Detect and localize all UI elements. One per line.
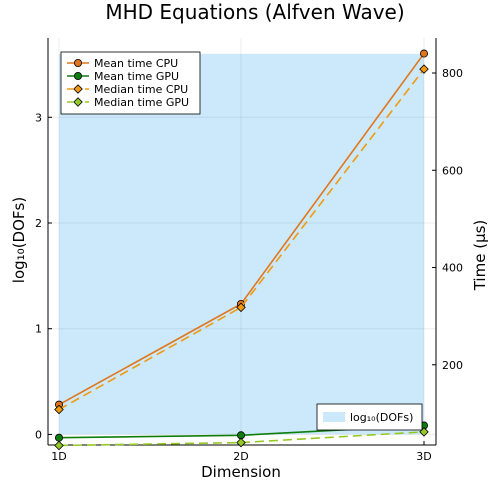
right-tick-label: 800 [442,67,463,80]
right-tick-label: 200 [442,359,463,372]
data-point [54,404,64,415]
left-tick-label: 1 [35,323,42,336]
left-tick-label: 2 [35,217,42,230]
legend-swatch-marker [74,59,83,68]
right-tick-label: 600 [442,164,463,177]
legend-swatch-marker [74,72,83,81]
data-point [236,302,246,313]
data-point [55,433,64,442]
legend-entry: Mean time GPU [94,70,179,83]
legend-entry: Median time CPU [94,83,188,96]
legend-swatch-marker [73,97,83,107]
data-point [54,440,64,451]
x-axis-label: Dimension [201,463,281,481]
left-tick-label: 3 [35,111,42,124]
chart-title: MHD Equations (Alfven Wave) [105,0,404,24]
legend-swatch-marker [73,84,83,94]
data-point [236,431,245,440]
legend-area-entry: log₁₀(DOFs) [350,411,413,424]
x-tick-label: 1D [51,450,66,463]
legend-area-swatch [323,412,345,422]
right-tick-label: 400 [442,262,463,275]
left-axis-label: log₁₀(DOFs) [10,197,28,283]
dofs-area [59,53,424,435]
legend-entry: Mean time CPU [94,57,178,70]
legend-entry: Median time GPU [94,96,189,109]
x-tick-label: 3D [416,450,431,463]
right-axis-label: Time (µs) [471,220,489,292]
data-point [419,64,429,74]
left-tick-label: 0 [35,428,42,441]
data-point [419,49,428,58]
series-line-2 [58,68,425,411]
area-layer [59,53,424,435]
x-tick-label: 2D [233,450,248,463]
data-point [236,437,246,448]
